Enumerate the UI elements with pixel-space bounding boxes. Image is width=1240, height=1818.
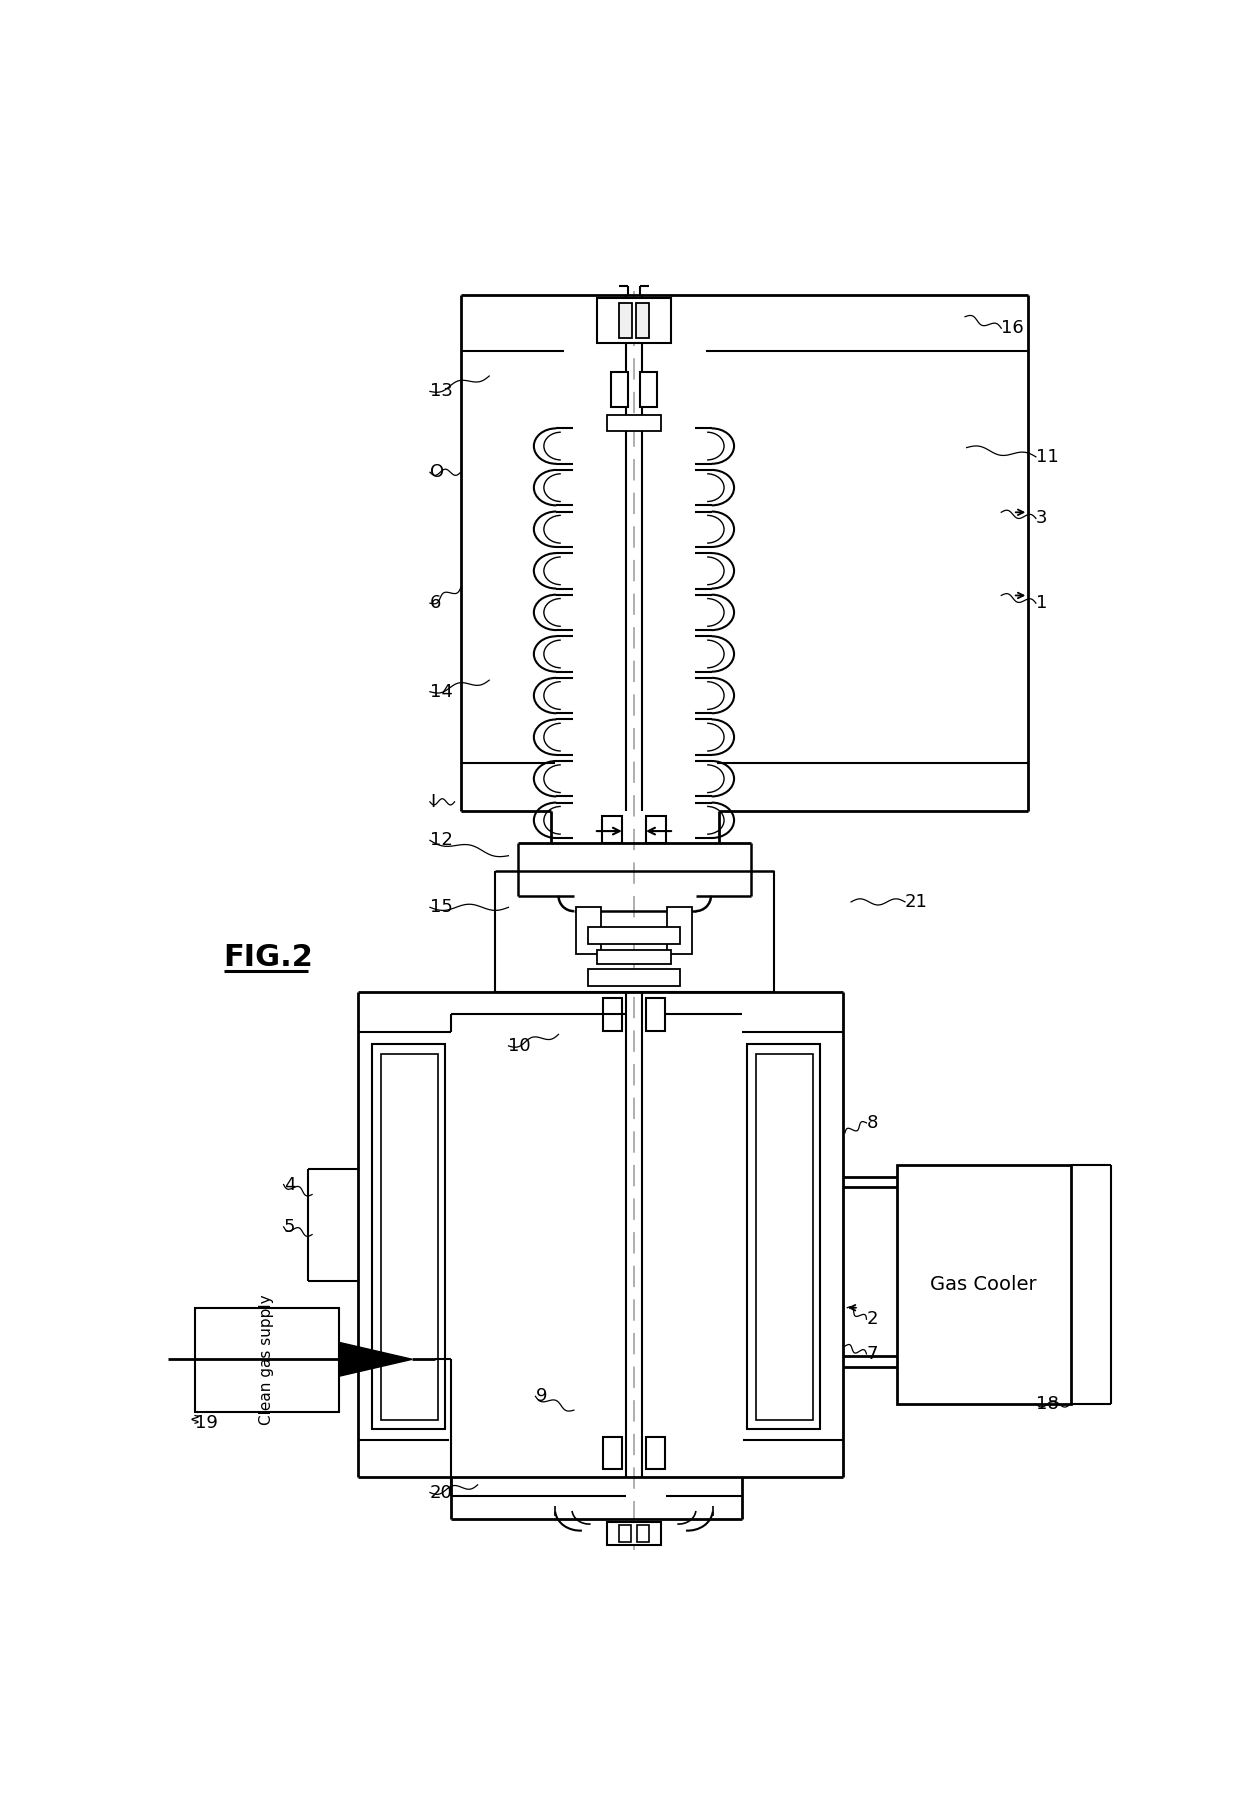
Text: 15: 15 — [430, 898, 453, 916]
Bar — [756, 1054, 812, 1420]
Bar — [195, 1307, 339, 1411]
Bar — [646, 1436, 665, 1469]
Bar — [608, 1522, 661, 1545]
Text: 12: 12 — [430, 831, 453, 849]
Text: 1: 1 — [1035, 594, 1048, 613]
Bar — [603, 1436, 622, 1469]
Bar — [588, 969, 681, 985]
Bar — [619, 304, 631, 338]
Text: 7: 7 — [867, 1345, 878, 1364]
Text: 10: 10 — [508, 1036, 531, 1054]
Text: FIG.2: FIG.2 — [223, 944, 314, 973]
Text: 11: 11 — [1035, 447, 1059, 465]
Bar — [608, 415, 661, 431]
Bar — [667, 907, 692, 953]
Bar — [596, 949, 671, 964]
Bar — [372, 1044, 445, 1429]
Text: 8: 8 — [867, 1114, 878, 1133]
Text: 6: 6 — [430, 594, 441, 613]
Text: O: O — [430, 464, 444, 482]
Bar — [619, 1525, 631, 1542]
Text: 2: 2 — [867, 1311, 878, 1329]
Bar — [611, 373, 627, 407]
Polygon shape — [339, 1342, 412, 1376]
Text: 5: 5 — [284, 1218, 295, 1236]
Text: Clean gas supply: Clean gas supply — [259, 1294, 274, 1425]
Bar — [646, 816, 666, 844]
Text: 16: 16 — [1001, 320, 1024, 338]
Text: Gas Cooler: Gas Cooler — [930, 1274, 1037, 1294]
Text: 18: 18 — [1035, 1394, 1059, 1413]
Bar — [577, 907, 601, 953]
Bar — [382, 1054, 438, 1420]
Bar — [637, 1525, 650, 1542]
Text: 20: 20 — [430, 1483, 453, 1502]
Text: I: I — [430, 793, 435, 811]
Bar — [898, 1165, 1070, 1403]
Text: 3: 3 — [1035, 509, 1048, 527]
Text: 4: 4 — [284, 1176, 295, 1193]
Bar — [640, 373, 657, 407]
Bar — [646, 998, 665, 1031]
Text: 19: 19 — [195, 1414, 218, 1433]
Bar — [601, 816, 621, 844]
Bar — [636, 304, 650, 338]
Text: 9: 9 — [536, 1387, 547, 1405]
Text: 14: 14 — [430, 684, 453, 700]
Bar — [596, 298, 671, 344]
Bar — [588, 927, 681, 944]
Bar — [603, 998, 622, 1031]
Text: 13: 13 — [430, 382, 453, 400]
Text: 21: 21 — [905, 893, 928, 911]
Bar — [748, 1044, 821, 1429]
